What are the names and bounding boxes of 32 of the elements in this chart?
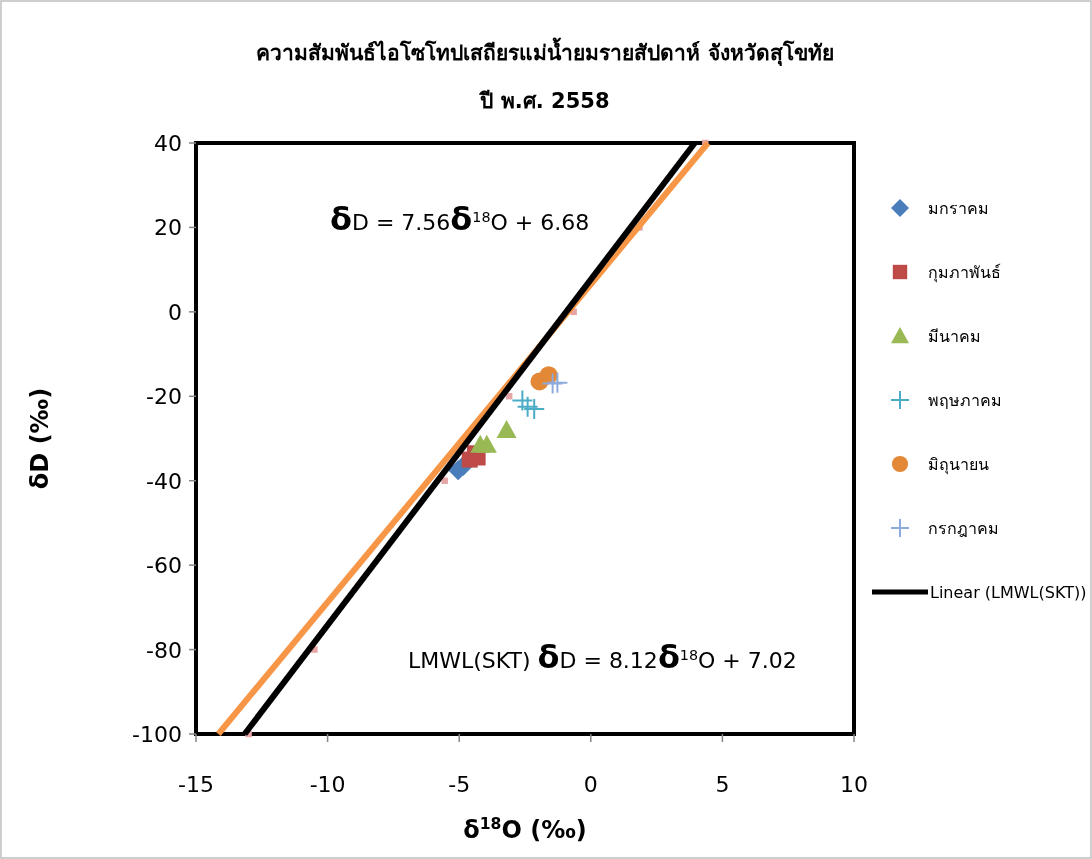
y-tick-label: -80 bbox=[146, 637, 182, 663]
chart-title: ความสัมพันธ์ไอโซโทปเสถียรแม่น้ำยมรายสัปดาห์ จังหวัดสุโขทัย bbox=[256, 37, 834, 67]
legend-label: กรกฎาคม bbox=[928, 519, 999, 538]
point bbox=[476, 434, 497, 453]
legend-label: กุมภาพันธ์ bbox=[928, 263, 1001, 283]
x-tick-label: 0 bbox=[583, 772, 598, 797]
x-axis-title: δ$^{18}$O (‰) bbox=[463, 815, 587, 844]
legend-label: พฤษภาคม bbox=[928, 391, 1002, 410]
x-tick-label: -15 bbox=[178, 772, 214, 797]
legend-label: มีนาคม bbox=[928, 327, 981, 346]
point bbox=[546, 371, 569, 394]
y-tick-label: -20 bbox=[146, 384, 182, 410]
x-tick-label: 10 bbox=[840, 772, 868, 797]
x-tick-label: -5 bbox=[448, 772, 471, 797]
legend-label: มกราคม bbox=[928, 199, 989, 218]
y-tick-label: -100 bbox=[132, 722, 182, 747]
y-tick-label: -40 bbox=[146, 468, 182, 494]
y-tick-label: 40 bbox=[154, 131, 182, 156]
x-tick-label: -10 bbox=[309, 772, 346, 797]
legend-label: มิถุนายน bbox=[928, 455, 989, 475]
point bbox=[516, 395, 539, 418]
annotation: δD = 7.56δ$^{18}$O + 6.68 bbox=[330, 200, 590, 238]
legend-label: Linear (LMWL(SKT)) bbox=[930, 583, 1087, 602]
chart-subtitle: ปี พ.ศ. 2558 bbox=[478, 89, 610, 113]
y-tick-label: 20 bbox=[154, 215, 182, 241]
point bbox=[496, 420, 517, 439]
x-tick-label: 5 bbox=[715, 772, 730, 797]
annotation: LMWL(SKT) δD = 8.12δ$^{18}$O + 7.02 bbox=[408, 638, 797, 676]
y-tick-label: -60 bbox=[146, 553, 182, 579]
point bbox=[541, 372, 564, 395]
y-tick-label: 0 bbox=[168, 299, 182, 325]
y-axis-title: δD (‰) bbox=[26, 387, 54, 490]
